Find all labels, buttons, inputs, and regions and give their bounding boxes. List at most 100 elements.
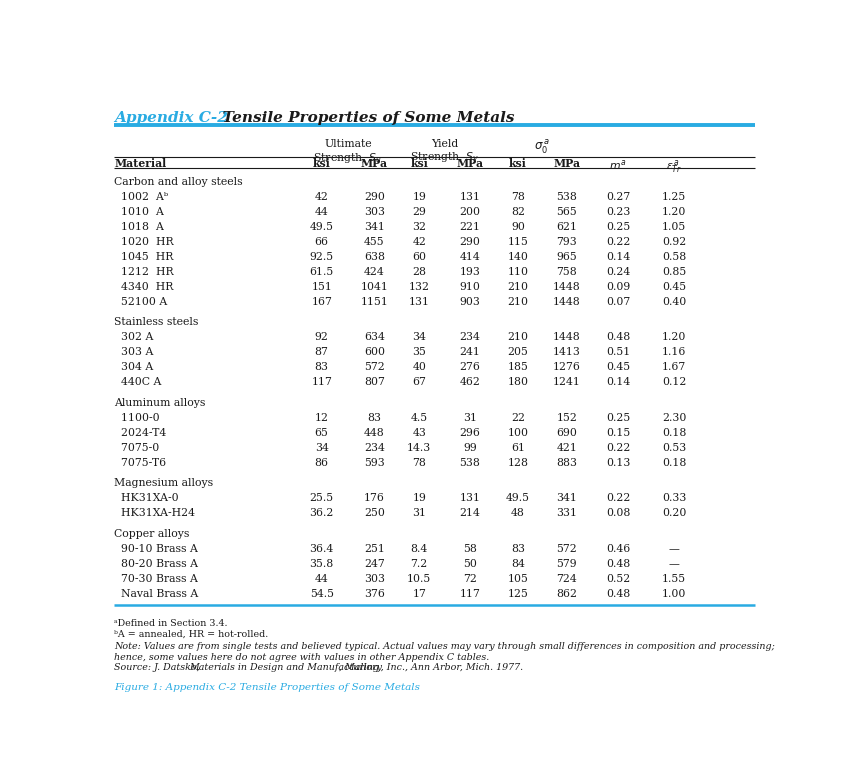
Text: 2.30: 2.30 (662, 413, 686, 423)
Text: 34: 34 (412, 332, 426, 342)
Text: 78: 78 (511, 192, 525, 202)
Text: 303 A: 303 A (114, 347, 154, 357)
Text: 572: 572 (557, 544, 577, 554)
Text: 152: 152 (556, 413, 577, 423)
Text: 7.2: 7.2 (411, 559, 428, 568)
Text: 36.4: 36.4 (309, 544, 334, 554)
Text: 110: 110 (507, 267, 529, 277)
Text: 67: 67 (412, 377, 426, 387)
Text: 58: 58 (463, 544, 477, 554)
Text: Materials in Design and Manufacturing: Materials in Design and Manufacturing (190, 663, 379, 673)
Text: Tensile Properties of Some Metals: Tensile Properties of Some Metals (212, 110, 514, 125)
Text: 455: 455 (364, 237, 385, 247)
Text: 0.52: 0.52 (606, 574, 630, 584)
Text: 341: 341 (556, 493, 577, 503)
Text: 0.51: 0.51 (606, 347, 630, 357)
Text: 1020  HR: 1020 HR (114, 237, 173, 247)
Text: 105: 105 (507, 574, 529, 584)
Text: 0.25: 0.25 (606, 222, 630, 232)
Text: 193: 193 (460, 267, 480, 277)
Text: 331: 331 (556, 508, 577, 518)
Text: 140: 140 (507, 252, 529, 262)
Text: 276: 276 (460, 363, 480, 372)
Text: 131: 131 (459, 192, 480, 202)
Text: hence, some values here do not agree with values in other Appendix C tables.: hence, some values here do not agree wit… (114, 653, 490, 662)
Text: 1002  Aᵇ: 1002 Aᵇ (114, 192, 168, 202)
Text: 296: 296 (460, 428, 480, 438)
Text: 579: 579 (557, 559, 577, 568)
Text: 600: 600 (364, 347, 385, 357)
Text: 0.45: 0.45 (662, 282, 686, 292)
Text: 0.23: 0.23 (606, 207, 631, 217)
Text: 593: 593 (364, 458, 385, 467)
Text: 7075-0: 7075-0 (114, 442, 160, 453)
Text: 572: 572 (364, 363, 385, 372)
Text: 1212  HR: 1212 HR (114, 267, 173, 277)
Text: 903: 903 (460, 296, 480, 306)
Text: 0.14: 0.14 (606, 252, 630, 262)
Text: Material: Material (114, 159, 167, 169)
Text: 17: 17 (412, 588, 426, 599)
Text: 115: 115 (507, 237, 529, 247)
Text: 82: 82 (511, 207, 525, 217)
Text: 1010  A: 1010 A (114, 207, 164, 217)
Text: 565: 565 (557, 207, 577, 217)
Text: 376: 376 (364, 588, 385, 599)
Text: 2024-T4: 2024-T4 (114, 428, 167, 438)
Text: 0.85: 0.85 (662, 267, 686, 277)
Text: 862: 862 (556, 588, 577, 599)
Text: 690: 690 (556, 428, 577, 438)
Text: 205: 205 (507, 347, 529, 357)
Text: 0.22: 0.22 (606, 237, 631, 247)
Text: 0.25: 0.25 (606, 413, 630, 423)
Text: Note: Values are from single tests and believed typical. Actual values may vary : Note: Values are from single tests and b… (114, 642, 775, 651)
Text: 883: 883 (556, 458, 577, 467)
Text: 22: 22 (511, 413, 525, 423)
Text: 634: 634 (364, 332, 385, 342)
Text: 1018  A: 1018 A (114, 222, 164, 232)
Text: HK31XA-H24: HK31XA-H24 (114, 508, 196, 518)
Text: 19: 19 (412, 493, 426, 503)
Text: 49.5: 49.5 (309, 222, 334, 232)
Text: 200: 200 (459, 207, 480, 217)
Text: 61: 61 (511, 442, 525, 453)
Text: Magnesium alloys: Magnesium alloys (114, 478, 213, 489)
Text: 758: 758 (557, 267, 577, 277)
Text: 462: 462 (460, 377, 480, 387)
Text: 42: 42 (314, 192, 329, 202)
Text: 1.20: 1.20 (662, 207, 686, 217)
Text: 12: 12 (314, 413, 329, 423)
Text: 210: 210 (507, 296, 529, 306)
Text: 0.08: 0.08 (606, 508, 631, 518)
Text: 167: 167 (311, 296, 332, 306)
Text: 965: 965 (557, 252, 577, 262)
Text: 66: 66 (314, 237, 329, 247)
Text: 35: 35 (412, 347, 426, 357)
Text: 234: 234 (364, 442, 385, 453)
Text: 31: 31 (463, 413, 477, 423)
Text: 19: 19 (412, 192, 426, 202)
Text: 1448: 1448 (552, 332, 581, 342)
Text: 1.05: 1.05 (662, 222, 686, 232)
Text: 44: 44 (314, 207, 329, 217)
Text: 54.5: 54.5 (309, 588, 334, 599)
Text: 90: 90 (511, 222, 525, 232)
Text: 65: 65 (314, 428, 329, 438)
Text: 1276: 1276 (552, 363, 581, 372)
Text: 43: 43 (412, 428, 426, 438)
Text: 70-30 Brass A: 70-30 Brass A (114, 574, 198, 584)
Text: 0.15: 0.15 (606, 428, 630, 438)
Text: 80-20 Brass A: 80-20 Brass A (114, 559, 198, 568)
Text: 36.2: 36.2 (309, 508, 334, 518)
Text: 131: 131 (459, 493, 480, 503)
Text: 1.25: 1.25 (662, 192, 686, 202)
Text: 32: 32 (412, 222, 426, 232)
Text: 90-10 Brass A: 90-10 Brass A (114, 544, 198, 554)
Text: 250: 250 (364, 508, 385, 518)
Text: 1.00: 1.00 (662, 588, 686, 599)
Text: 1241: 1241 (552, 377, 581, 387)
Text: 84: 84 (511, 559, 525, 568)
Text: 34: 34 (314, 442, 329, 453)
Text: Carbon and alloy steels: Carbon and alloy steels (114, 177, 243, 187)
Text: 50: 50 (463, 559, 477, 568)
